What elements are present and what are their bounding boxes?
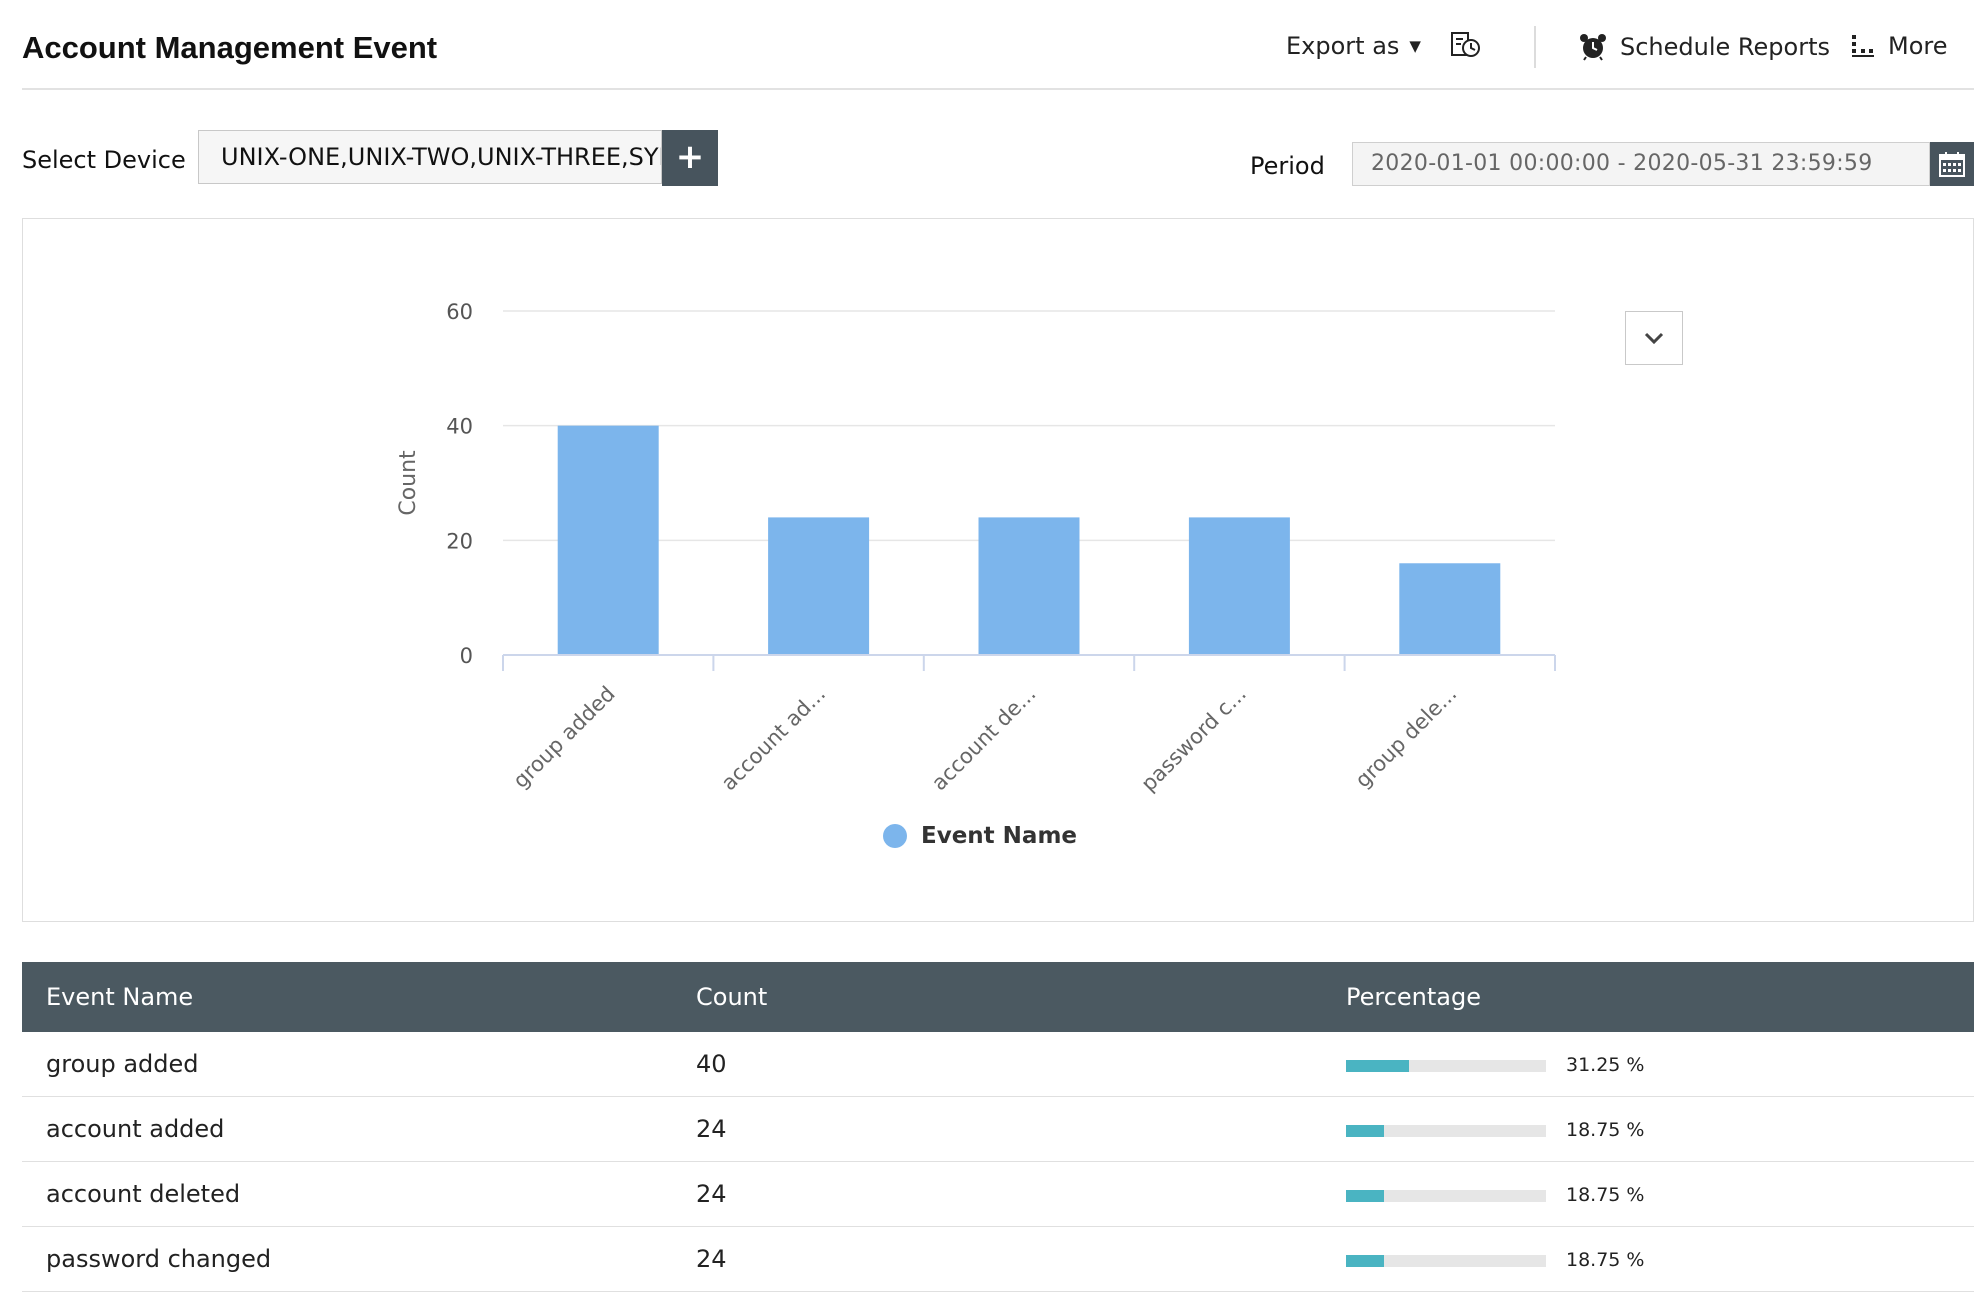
- table-row: password changed 24 18.75 %: [22, 1227, 1974, 1292]
- calendar-icon: [1939, 152, 1965, 177]
- report-header: Account Management Event Export as ▼ Sch…: [22, 0, 1974, 90]
- table-header: Event Name Count Percentage: [22, 962, 1974, 1032]
- period-field[interactable]: 2020-01-01 00:00:00 - 2020-05-31 23:59:5…: [1352, 142, 1930, 186]
- percentage-cell: 31.25 %: [1566, 1054, 1645, 1076]
- event-name-cell: account deleted: [46, 1180, 241, 1208]
- column-header-count[interactable]: Count: [696, 983, 768, 1011]
- bar[interactable]: [768, 517, 870, 655]
- alarm-clock-icon: [1580, 34, 1606, 61]
- bar[interactable]: [557, 425, 659, 655]
- percentage-bar: [1346, 1190, 1546, 1202]
- table-row: account deleted 24 18.75 %: [22, 1162, 1974, 1227]
- percentage-bar-fill: [1346, 1255, 1384, 1267]
- count-cell: 40: [696, 1050, 727, 1078]
- column-header-event-name[interactable]: Event Name: [46, 983, 194, 1011]
- bar[interactable]: [978, 517, 1080, 655]
- y-tick-label: 60: [446, 300, 473, 324]
- count-cell: 24: [696, 1245, 727, 1273]
- export-as-button[interactable]: Export as ▼: [1286, 32, 1421, 60]
- report-history-icon: [1451, 32, 1480, 57]
- more-label: More: [1888, 32, 1948, 60]
- x-tick-label: account ad...: [717, 682, 831, 796]
- percentage-bar: [1346, 1060, 1546, 1072]
- page-title: Account Management Event: [22, 30, 438, 65]
- export-as-label: Export as: [1286, 32, 1400, 60]
- legend-label: Event Name: [921, 823, 1078, 849]
- y-tick-label: 40: [446, 415, 473, 439]
- bar[interactable]: [1188, 517, 1290, 655]
- x-tick-label: group added: [508, 682, 619, 793]
- percentage-cell: 18.75 %: [1566, 1184, 1645, 1206]
- percentage-cell: 18.75 %: [1566, 1119, 1645, 1141]
- percentage-bar: [1346, 1255, 1546, 1267]
- event-name-cell: password changed: [46, 1245, 272, 1273]
- calendar-button[interactable]: [1930, 142, 1974, 186]
- count-cell: 24: [696, 1180, 727, 1208]
- plus-icon: +: [675, 137, 705, 177]
- chart-legend-item[interactable]: Event Name: [883, 823, 1077, 849]
- table-row: group added 40 31.25 %: [22, 1032, 1974, 1097]
- chevron-down-icon: [1644, 332, 1664, 344]
- schedule-reports-button[interactable]: Schedule Reports: [1578, 32, 1830, 62]
- table-row: account added 24 18.75 %: [22, 1097, 1974, 1162]
- bar[interactable]: [1399, 563, 1501, 655]
- legend-marker: [883, 824, 907, 848]
- percentage-bar-fill: [1346, 1125, 1384, 1137]
- y-tick-label: 20: [446, 529, 473, 553]
- event-name-cell: account added: [46, 1115, 225, 1143]
- event-name-cell: group added: [46, 1050, 199, 1078]
- percentage-bar: [1346, 1125, 1546, 1137]
- add-device-button[interactable]: +: [662, 130, 718, 186]
- chart-menu-button[interactable]: [1625, 311, 1683, 365]
- schedule-reports-label: Schedule Reports: [1620, 33, 1830, 61]
- chart-panel: 0 20 40 60 group added account ad... account d…: [22, 218, 1974, 922]
- bar-chart: 0 20 40 60 group added account ad... account d…: [396, 300, 1556, 797]
- more-menu-icon: [1852, 35, 1874, 57]
- percentage-bar-fill: [1346, 1190, 1384, 1202]
- count-cell: 24: [696, 1115, 727, 1143]
- y-axis-title: Count: [396, 450, 421, 516]
- device-select-field[interactable]: UNIX-ONE,UNIX-TWO,UNIX-THREE,SYN: [198, 130, 662, 184]
- select-device-label: Select Device: [22, 146, 186, 174]
- event-table: Event Name Count Percentage group added …: [22, 962, 1974, 1292]
- caret-down-icon: ▼: [1409, 37, 1421, 55]
- x-tick-label: password c...: [1136, 682, 1251, 797]
- report-history-button[interactable]: [1450, 30, 1482, 60]
- period-label: Period: [1250, 152, 1325, 180]
- more-button[interactable]: More: [1850, 32, 1948, 60]
- y-tick-label: 0: [460, 644, 473, 668]
- x-tick-label: account de...: [927, 682, 1041, 796]
- toolbar-divider: [1534, 26, 1536, 68]
- percentage-bar-fill: [1346, 1060, 1409, 1072]
- x-tick-label: group dele...: [1351, 682, 1462, 793]
- percentage-cell: 18.75 %: [1566, 1249, 1645, 1271]
- column-header-percentage[interactable]: Percentage: [1346, 983, 1482, 1011]
